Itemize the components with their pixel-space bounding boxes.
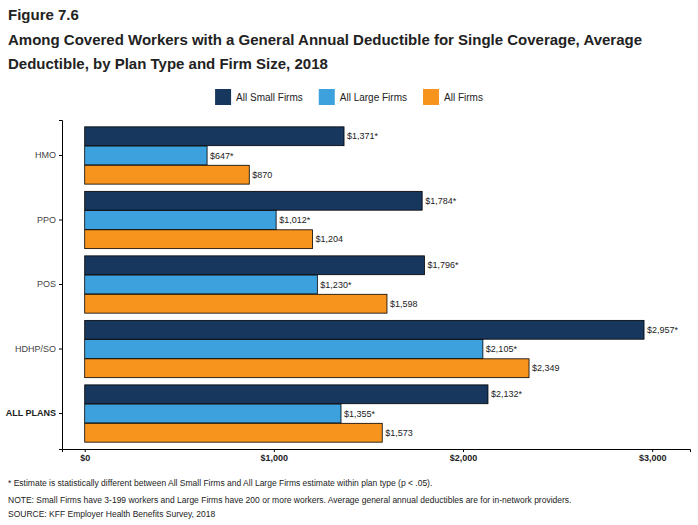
legend-item: All Small Firms (215, 89, 303, 105)
bar (85, 191, 422, 210)
bar (85, 340, 483, 359)
bar (85, 256, 425, 275)
data-label: $1,598 (390, 299, 418, 309)
y-tick-label: HMO (35, 150, 56, 160)
x-tick: $3,000 (639, 449, 667, 463)
data-label: $2,957* (647, 325, 679, 335)
y-tick: HMO (35, 150, 62, 160)
bar (85, 230, 313, 249)
legend-item: All Large Firms (319, 89, 407, 105)
note: NOTE: Small Firms have 3-199 workers and… (8, 495, 571, 505)
bar (85, 385, 488, 404)
data-label: $1,204 (315, 234, 343, 244)
data-label: $1,796* (427, 260, 459, 270)
x-tick-mark (85, 449, 86, 452)
y-tick-mark (59, 349, 62, 350)
y-tick: POS (37, 279, 62, 289)
x-tick-mark (463, 449, 464, 452)
data-label: $1,784* (425, 196, 457, 206)
data-label: $870 (252, 170, 272, 180)
y-axis: HMO PPO POS HDHP/SO ALL PLANS (6, 121, 63, 450)
legend-label: All Large Firms (340, 92, 407, 103)
x-tick-label: $1,000 (261, 453, 289, 463)
bar (85, 320, 644, 339)
legend-item: All Firms (423, 89, 483, 105)
data-label: $647* (210, 151, 234, 161)
x-axis: $0 $1,000 $2,000 $3,000 (63, 449, 691, 463)
y-tick: HDHP/SO (15, 344, 62, 354)
data-label: $1,573 (385, 428, 413, 438)
title: Figure 7.6 (8, 6, 79, 23)
legend-swatch (215, 89, 231, 105)
data-label: $1,012* (279, 215, 311, 225)
bar (85, 275, 318, 294)
bar (85, 423, 383, 442)
note: * Estimate is statistically different be… (8, 478, 432, 488)
y-tick-mark (59, 219, 62, 220)
x-tick: $0 (80, 449, 90, 463)
note: SOURCE: KFF Employer Health Benefits Sur… (8, 509, 216, 519)
chart: Figure 7.6 Among Covered Workers with a G… (0, 0, 698, 525)
bar (85, 127, 344, 146)
bar (85, 165, 250, 184)
bar (85, 146, 207, 165)
data-label: $1,371* (347, 131, 379, 141)
bar (85, 359, 529, 378)
data-label: $2,349 (532, 363, 560, 373)
legend-label: All Firms (444, 92, 483, 103)
legend-swatch (319, 89, 335, 105)
data-label: $1,355* (344, 409, 376, 419)
x-tick-mark (274, 449, 275, 452)
y-axis-line (59, 121, 63, 450)
legend-label: All Small Firms (236, 92, 303, 103)
x-tick-label: $0 (80, 453, 90, 463)
bars (85, 127, 644, 442)
y-tick-label: HDHP/SO (15, 344, 56, 354)
y-tick-mark (59, 413, 62, 414)
data-label: $1,230* (320, 280, 352, 290)
bar (85, 211, 276, 230)
data-labels: $1,371* $1,784* $1,796* $2,957* $2,132* $647*… (210, 131, 678, 437)
data-label: $2,105* (486, 344, 518, 354)
data-label: $2,132* (491, 389, 523, 399)
bar (85, 294, 387, 313)
y-tick: PPO (37, 215, 62, 225)
subtitle: Among Covered Workers with a General Ann… (8, 31, 642, 72)
x-tick-label: $2,000 (450, 453, 478, 463)
y-tick-mark (59, 155, 62, 156)
y-tick: ALL PLANS (6, 408, 62, 418)
legend-swatch (423, 89, 439, 105)
legend: All Small Firms All Large Firms All Firms (215, 89, 483, 105)
bar (85, 404, 341, 423)
x-axis-line (63, 450, 691, 453)
x-tick: $2,000 (450, 449, 478, 463)
y-tick-label: POS (37, 279, 56, 289)
y-tick-mark (59, 284, 62, 285)
y-tick-label: ALL PLANS (6, 408, 56, 418)
x-tick-mark (652, 449, 653, 452)
x-tick: $1,000 (261, 449, 289, 463)
y-tick-label: PPO (37, 215, 56, 225)
x-tick-label: $3,000 (639, 453, 667, 463)
